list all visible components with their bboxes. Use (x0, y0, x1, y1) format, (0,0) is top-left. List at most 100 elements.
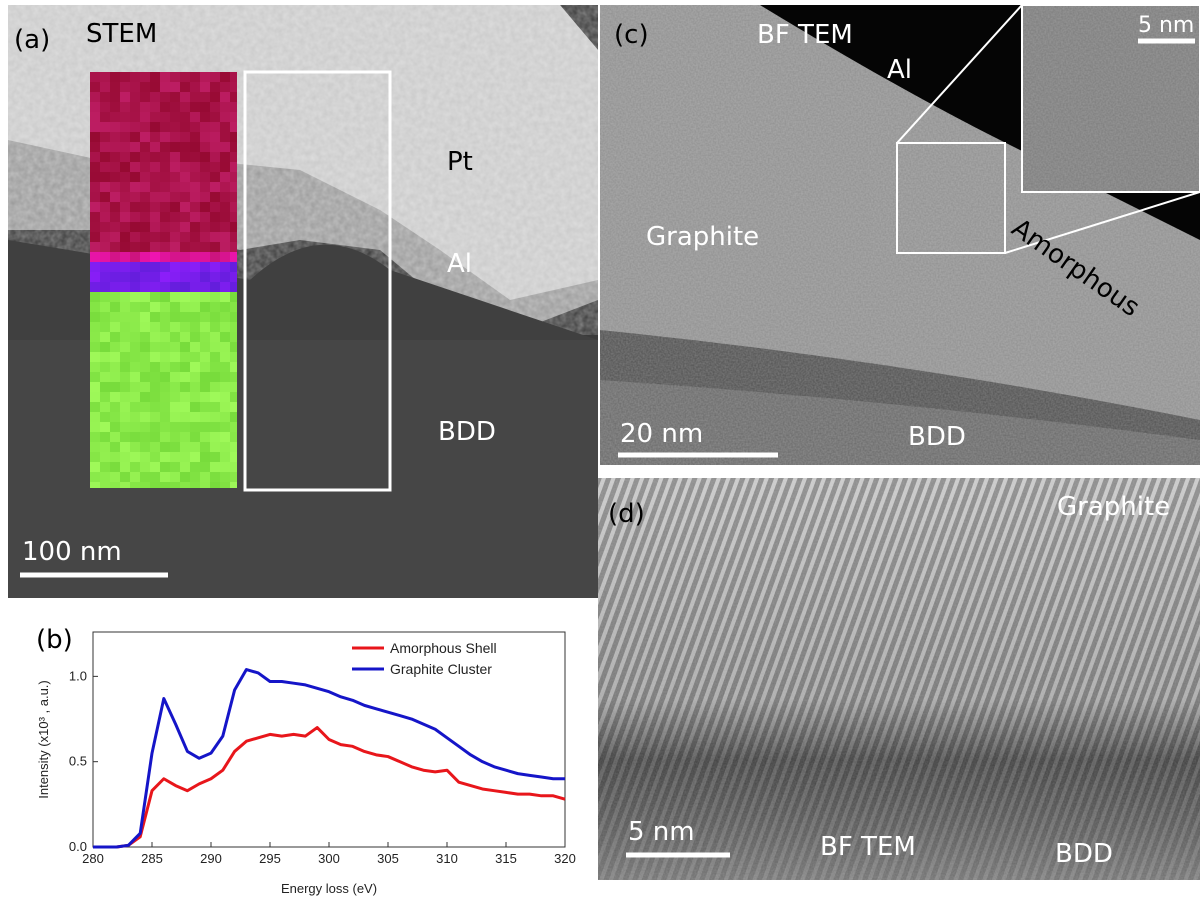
map-pixel (130, 82, 140, 92)
map-pixel (170, 102, 180, 112)
map-pixel (160, 72, 170, 82)
map-pixel (100, 242, 110, 252)
map-pixel (130, 222, 140, 232)
map-pixel (230, 332, 237, 342)
map-pixel (230, 152, 237, 162)
panel-label: (c) (614, 20, 649, 50)
map-pixel (200, 262, 210, 272)
map-pixel (160, 312, 170, 322)
map-pixel (90, 332, 100, 342)
map-pixel (110, 192, 120, 202)
map-pixel (230, 392, 237, 402)
map-pixel (220, 462, 230, 472)
map-pixel (170, 162, 180, 172)
map-pixel (100, 122, 110, 132)
map-pixel (210, 202, 220, 212)
map-pixel (120, 432, 130, 442)
map-pixel (90, 212, 100, 222)
map-pixel (140, 172, 150, 182)
map-pixel (180, 472, 190, 482)
map-pixel (100, 82, 110, 92)
map-pixel (150, 292, 160, 302)
scale-label: 100 nm (22, 537, 122, 567)
map-pixel (120, 102, 130, 112)
map-pixel (220, 102, 230, 112)
map-pixel (210, 162, 220, 172)
map-pixel (140, 132, 150, 142)
map-pixel (130, 182, 140, 192)
map-pixel (90, 352, 100, 362)
map-pixel (210, 102, 220, 112)
map-pixel (170, 202, 180, 212)
map-pixel (130, 422, 140, 432)
map-pixel (140, 472, 150, 482)
map-pixel (220, 472, 230, 482)
map-pixel (100, 272, 110, 282)
map-pixel (170, 242, 180, 252)
map-pixel (90, 202, 100, 212)
map-pixel (130, 352, 140, 362)
map-pixel (90, 412, 100, 422)
map-pixel (170, 342, 180, 352)
map-pixel (200, 452, 210, 462)
map-pixel (210, 292, 220, 302)
map-pixel (150, 482, 160, 488)
map-pixel (130, 132, 140, 142)
map-pixel (110, 152, 120, 162)
map-pixel (210, 442, 220, 452)
map-pixel (110, 342, 120, 352)
map-pixel (170, 132, 180, 142)
map-pixel (170, 152, 180, 162)
map-pixel (180, 252, 190, 262)
map-pixel (120, 302, 130, 312)
map-pixel (140, 342, 150, 352)
map-pixel (140, 402, 150, 412)
map-pixel (100, 482, 110, 488)
map-pixel (230, 442, 237, 452)
map-pixel (170, 262, 180, 272)
map-pixel (190, 382, 200, 392)
map-pixel (110, 402, 120, 412)
map-pixel (150, 342, 160, 352)
map-pixel (220, 392, 230, 402)
map-pixel (110, 172, 120, 182)
map-pixel (230, 412, 237, 422)
map-pixel (100, 202, 110, 212)
map-pixel (120, 212, 130, 222)
map-pixel (90, 222, 100, 232)
map-pixel (210, 272, 220, 282)
y-tick-label: 1.0 (69, 668, 87, 683)
map-pixel (90, 472, 100, 482)
map-pixel (140, 312, 150, 322)
map-pixel (210, 222, 220, 232)
map-pixel (110, 132, 120, 142)
map-pixel (190, 142, 200, 152)
map-pixel (170, 352, 180, 362)
map-pixel (190, 192, 200, 202)
x-tick-label: 315 (495, 851, 517, 866)
map-pixel (110, 462, 120, 472)
map-pixel (150, 412, 160, 422)
map-pixel (160, 462, 170, 472)
map-pixel (100, 232, 110, 242)
map-pixel (140, 352, 150, 362)
map-pixel (100, 332, 110, 342)
map-pixel (100, 262, 110, 272)
map-pixel (150, 392, 160, 402)
map-pixel (200, 252, 210, 262)
map-pixel (150, 272, 160, 282)
map-pixel (140, 92, 150, 102)
map-pixel (110, 482, 120, 488)
map-pixel (160, 332, 170, 342)
map-pixel (110, 442, 120, 452)
map-pixel (150, 462, 160, 472)
map-pixel (210, 242, 220, 252)
map-pixel (170, 482, 180, 488)
map-pixel (120, 122, 130, 132)
map-pixel (190, 322, 200, 332)
stem-image (8, 5, 598, 598)
map-pixel (160, 102, 170, 112)
map-pixel (200, 482, 210, 488)
map-pixel (160, 442, 170, 452)
map-pixel (110, 72, 120, 82)
